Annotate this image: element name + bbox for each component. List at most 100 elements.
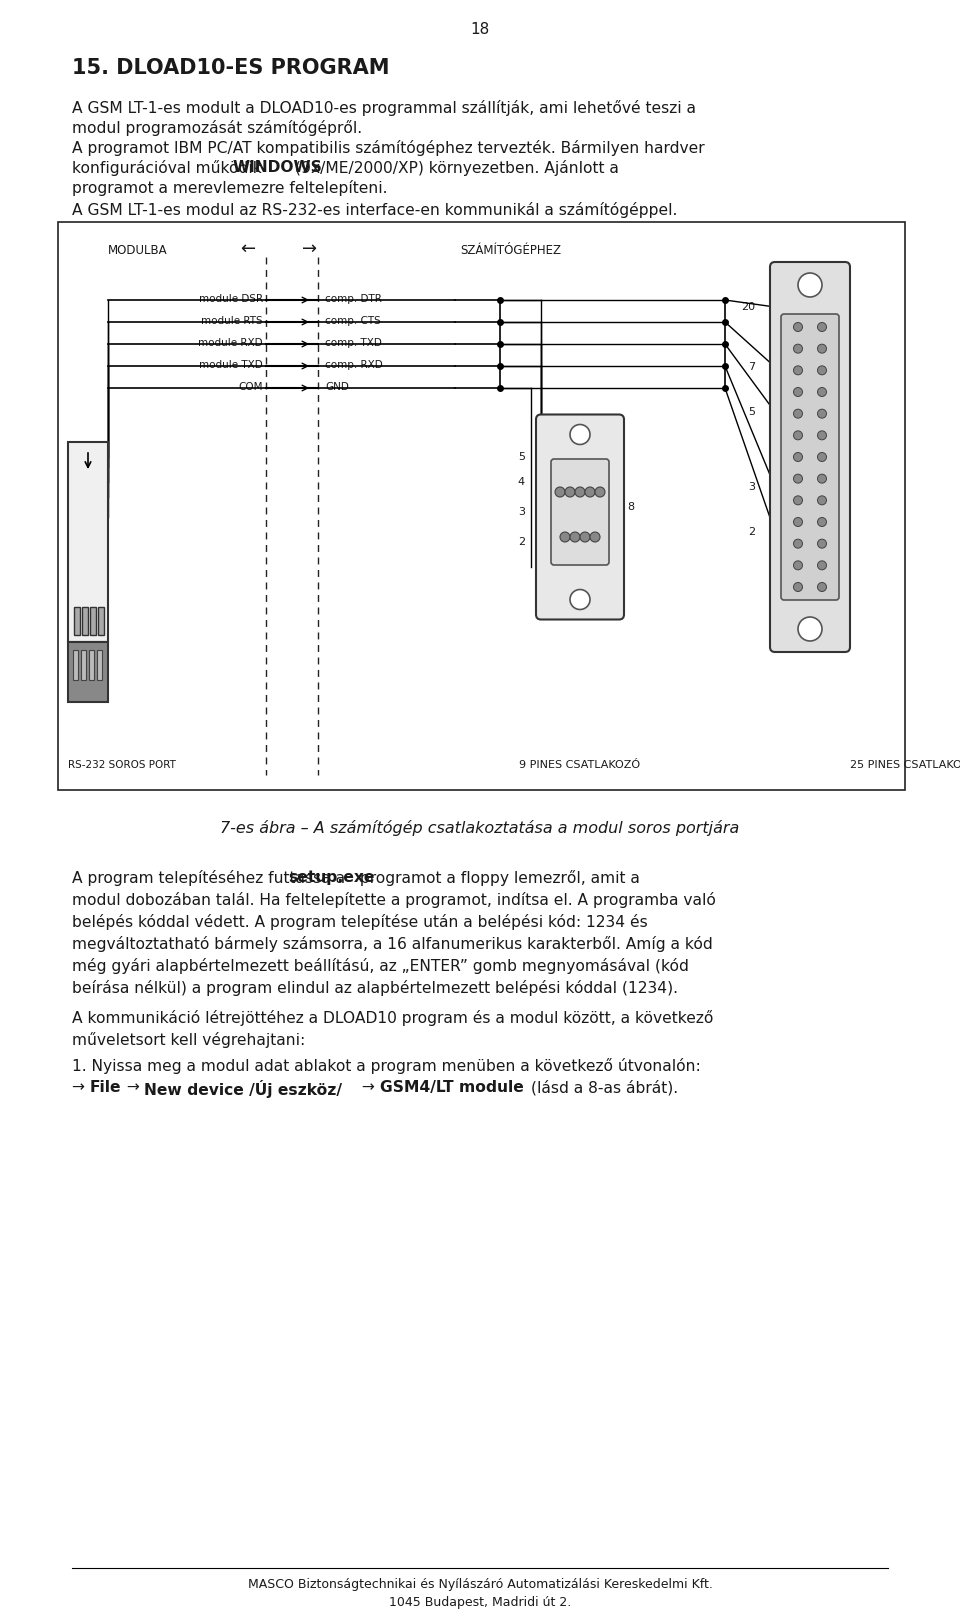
Circle shape <box>818 539 827 549</box>
Text: programot a floppy lemezről, amit a: programot a floppy lemezről, amit a <box>355 870 640 886</box>
Circle shape <box>794 539 803 549</box>
Circle shape <box>794 344 803 353</box>
Bar <box>58 223 905 789</box>
Bar <box>90 607 96 634</box>
Text: New device /Új eszköz/: New device /Új eszköz/ <box>144 1080 342 1098</box>
Circle shape <box>794 323 803 331</box>
Circle shape <box>818 452 827 462</box>
Circle shape <box>798 273 822 297</box>
Text: ←: ← <box>240 240 255 258</box>
Circle shape <box>590 533 600 542</box>
Circle shape <box>570 589 590 610</box>
FancyBboxPatch shape <box>770 261 850 652</box>
Text: module TXD: module TXD <box>200 360 263 370</box>
Text: beírása nélkül) a program elindul az alapbértelmezett belépési kóddal (1234).: beírása nélkül) a program elindul az ala… <box>72 980 678 996</box>
Bar <box>89 650 94 679</box>
Circle shape <box>555 487 565 497</box>
Bar <box>82 607 88 634</box>
Text: GND: GND <box>325 383 348 392</box>
Circle shape <box>575 487 585 497</box>
Text: MODULBA: MODULBA <box>108 244 168 257</box>
Circle shape <box>794 452 803 462</box>
Circle shape <box>570 424 590 444</box>
Circle shape <box>570 533 580 542</box>
Circle shape <box>794 518 803 526</box>
Circle shape <box>818 475 827 483</box>
Text: programot a merevlemezre feltelepíteni.: programot a merevlemezre feltelepíteni. <box>72 181 388 195</box>
Text: 9 PINES CSATLAKOZÓ: 9 PINES CSATLAKOZÓ <box>519 760 640 770</box>
Text: setup.exe: setup.exe <box>288 870 374 884</box>
Circle shape <box>818 560 827 570</box>
Text: 3: 3 <box>518 507 525 516</box>
Text: 2: 2 <box>748 528 755 537</box>
Text: SZÁMÍTÓGÉPHEZ: SZÁMÍTÓGÉPHEZ <box>460 244 561 257</box>
FancyBboxPatch shape <box>551 458 609 565</box>
Text: RS-232 SOROS PORT: RS-232 SOROS PORT <box>68 760 176 770</box>
Text: module RTS: module RTS <box>202 316 263 326</box>
Circle shape <box>818 387 827 397</box>
Text: comp. TXD: comp. TXD <box>325 337 382 349</box>
Bar <box>98 607 104 634</box>
Text: A kommunikáció létrejöttéhez a DLOAD10 program és a modul között, a következő: A kommunikáció létrejöttéhez a DLOAD10 p… <box>72 1010 713 1027</box>
Text: megváltoztatható bármely számsorra, a 16 alfanumerikus karakterből. Amíg a kód: megváltoztatható bármely számsorra, a 16… <box>72 936 712 952</box>
Circle shape <box>560 533 570 542</box>
Text: 7: 7 <box>748 362 755 371</box>
Text: 20: 20 <box>741 302 755 312</box>
Bar <box>81 650 86 679</box>
Circle shape <box>794 410 803 418</box>
Text: GSM4/LT module: GSM4/LT module <box>380 1080 524 1094</box>
Circle shape <box>580 533 590 542</box>
Text: modul dobozában talál. Ha feltelepítette a programot, indítsa el. A programba va: modul dobozában talál. Ha feltelepítette… <box>72 893 716 909</box>
Bar <box>97 650 102 679</box>
Text: A GSM LT-1-es modult a DLOAD10-es programmal szállítják, ami lehetővé teszi a: A GSM LT-1-es modult a DLOAD10-es progra… <box>72 100 696 116</box>
FancyBboxPatch shape <box>536 415 624 620</box>
Text: 5: 5 <box>518 452 525 462</box>
Text: COM: COM <box>238 383 263 392</box>
Text: 25 PINES CSATLAKOZÓ: 25 PINES CSATLAKOZÓ <box>850 760 960 770</box>
Circle shape <box>794 387 803 397</box>
Text: belépés kóddal védett. A program telepítése után a belépési kód: 1234 és: belépés kóddal védett. A program telepít… <box>72 914 648 930</box>
Text: →: → <box>357 1080 380 1094</box>
Circle shape <box>585 487 595 497</box>
Text: 18: 18 <box>470 23 490 37</box>
Bar <box>74 607 80 634</box>
Circle shape <box>798 617 822 641</box>
Text: 4: 4 <box>517 478 525 487</box>
Text: module RXD: module RXD <box>199 337 263 349</box>
Text: 15. DLOAD10-ES PROGRAM: 15. DLOAD10-ES PROGRAM <box>72 58 390 77</box>
Circle shape <box>794 495 803 505</box>
Text: 5: 5 <box>748 407 755 416</box>
Text: A program telepítéséhez futtassa a: A program telepítéséhez futtassa a <box>72 870 350 886</box>
Circle shape <box>818 431 827 441</box>
Circle shape <box>794 560 803 570</box>
Text: comp. DTR: comp. DTR <box>325 294 382 303</box>
Text: →: → <box>72 1080 90 1094</box>
Text: 1. Nyissa meg a modul adat ablakot a program menüben a következő útvonalón:: 1. Nyissa meg a modul adat ablakot a pro… <box>72 1059 706 1073</box>
Circle shape <box>794 366 803 374</box>
Text: konfigurációval működik: konfigurációval működik <box>72 160 267 176</box>
Text: →: → <box>302 240 318 258</box>
Text: comp. RXD: comp. RXD <box>325 360 383 370</box>
Text: MASCO Biztonságtechnikai és Nyílászáró Automatizálási Kereskedelmi Kft.: MASCO Biztonságtechnikai és Nyílászáró A… <box>248 1578 712 1591</box>
Text: (lásd a 8-as ábrát).: (lásd a 8-as ábrát). <box>526 1080 678 1096</box>
Text: műveletsort kell végrehajtani:: műveletsort kell végrehajtani: <box>72 1031 305 1047</box>
Text: (9x/ME/2000/XP) környezetben. Ajánlott a: (9x/ME/2000/XP) környezetben. Ajánlott a <box>290 160 619 176</box>
Circle shape <box>794 583 803 591</box>
Circle shape <box>818 323 827 331</box>
Bar <box>68 442 108 642</box>
Text: 1045 Budapest, Madridi út 2.: 1045 Budapest, Madridi út 2. <box>389 1596 571 1609</box>
FancyBboxPatch shape <box>781 315 839 600</box>
Text: 8: 8 <box>627 502 635 512</box>
Circle shape <box>818 410 827 418</box>
Text: A GSM LT-1-es modul az RS-232-es interface-en kommunikál a számítógéppel.: A GSM LT-1-es modul az RS-232-es interfa… <box>72 202 678 218</box>
Bar <box>73 650 78 679</box>
Bar <box>68 642 108 702</box>
Text: 2: 2 <box>517 537 525 547</box>
Text: A programot IBM PC/AT kompatibilis számítógéphez tervezték. Bármilyen hardver: A programot IBM PC/AT kompatibilis számí… <box>72 140 705 157</box>
Text: comp. CTS: comp. CTS <box>325 316 381 326</box>
Text: 7-es ábra – A számítógép csatlakoztatása a modul soros portjára: 7-es ábra – A számítógép csatlakoztatása… <box>221 820 739 836</box>
Text: module DSR: module DSR <box>199 294 263 303</box>
Circle shape <box>818 583 827 591</box>
Circle shape <box>595 487 605 497</box>
Circle shape <box>818 518 827 526</box>
